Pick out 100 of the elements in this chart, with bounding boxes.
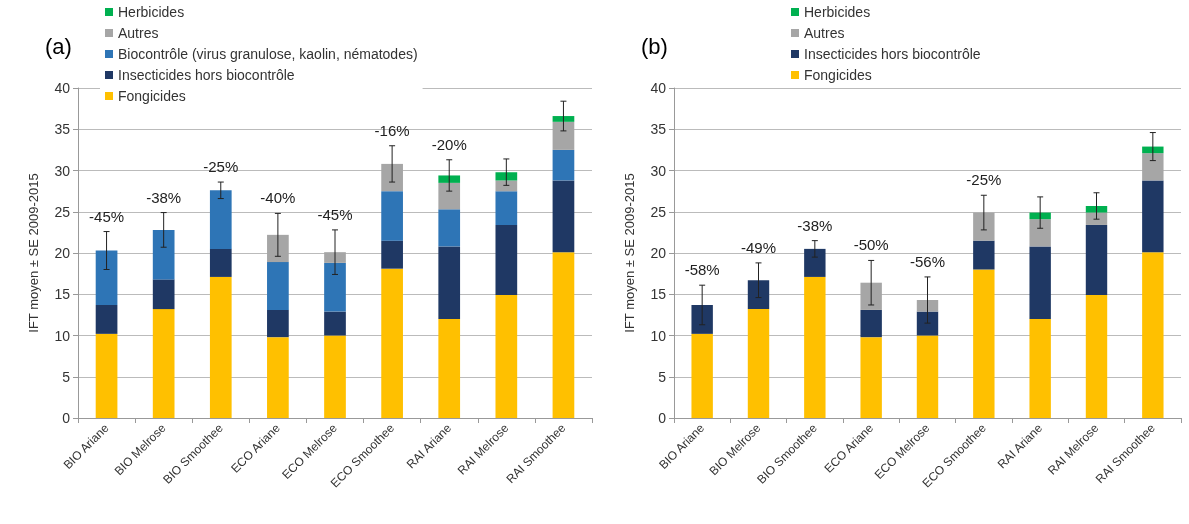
- y-tick-label: 10: [650, 327, 667, 344]
- y-tick-label: 0: [658, 410, 667, 426]
- bar: [691, 333, 713, 418]
- annotation: -45%: [89, 207, 125, 225]
- bar: [1029, 319, 1051, 418]
- chart-title: (a): [45, 33, 72, 59]
- chart-title: (b): [641, 33, 668, 59]
- y-tick-label: 20: [650, 245, 667, 261]
- bar: [381, 268, 403, 418]
- bar: [381, 163, 403, 192]
- annotation: -49%: [740, 238, 777, 256]
- y-tick-label: 25: [650, 203, 667, 220]
- bar: [691, 304, 713, 334]
- bar: [209, 190, 232, 249]
- bar: [916, 335, 939, 418]
- bar: [267, 234, 289, 263]
- bar: [438, 209, 461, 247]
- bar: [552, 180, 575, 253]
- legend-label: Fongicides: [804, 67, 872, 83]
- y-tick-label: 10: [54, 327, 71, 344]
- bar: [1085, 295, 1108, 418]
- y-tick-label: 5: [658, 368, 667, 385]
- legend-label: Autres: [804, 25, 845, 41]
- bar: [209, 248, 232, 277]
- bar: [438, 175, 461, 183]
- bar: [95, 304, 118, 334]
- legend-label: Herbicides: [804, 4, 871, 20]
- y-tick-label: 15: [54, 286, 71, 303]
- bar: [495, 224, 518, 296]
- bar: [1029, 246, 1051, 319]
- y-tick-label: 30: [54, 162, 71, 179]
- legend-label: Biocontrôle (virus granulose, kaolin, nématodes): [118, 46, 418, 62]
- legend-label: Insecticides hors biocontrôle: [804, 46, 981, 62]
- annotation: -38%: [797, 216, 833, 234]
- bar: [1029, 219, 1051, 247]
- y-axis-title: IFT moyen ± SE 2009-2015: [622, 173, 637, 333]
- bar: [1142, 153, 1164, 181]
- bar: [1085, 224, 1108, 296]
- bar: [95, 333, 118, 418]
- bar: [916, 311, 939, 336]
- legend-label: Fongicides: [118, 88, 186, 104]
- bar: [973, 212, 995, 241]
- bar: [495, 191, 518, 225]
- legend-label: Autres: [118, 25, 159, 41]
- bar: [495, 180, 518, 192]
- bar: [804, 276, 826, 418]
- annotation: -38%: [146, 188, 182, 206]
- y-tick-label: 40: [650, 80, 667, 96]
- y-tick-label: 5: [62, 368, 71, 385]
- annotation: -56%: [909, 252, 946, 270]
- y-tick-label: 30: [650, 162, 667, 179]
- bar: [152, 309, 175, 418]
- bar: [324, 311, 346, 336]
- bar: [267, 337, 289, 418]
- bar: [860, 282, 882, 310]
- y-tick-label: 0: [62, 410, 71, 426]
- bar: [973, 269, 995, 418]
- bar: [1085, 212, 1108, 225]
- bar: [747, 309, 770, 418]
- legend-label: Herbicides: [118, 4, 185, 20]
- bar: [804, 248, 826, 277]
- y-tick-label: 15: [650, 286, 667, 303]
- bar: [916, 300, 939, 312]
- y-tick-label: 25: [54, 203, 71, 220]
- bar: [438, 182, 461, 210]
- bar: [860, 337, 882, 418]
- y-tick-label: 20: [54, 245, 71, 261]
- annotation: -58%: [684, 261, 720, 279]
- bar: [324, 252, 346, 263]
- y-axis-title: IFT moyen ± SE 2009-2015: [26, 173, 41, 333]
- annotation: -16%: [374, 121, 410, 139]
- annotation: -20%: [431, 135, 467, 153]
- bar: [973, 240, 995, 270]
- bar: [381, 240, 403, 269]
- bar: [324, 335, 346, 418]
- bar: [381, 191, 403, 241]
- bar: [152, 229, 175, 280]
- bar: [747, 280, 770, 310]
- bar: [1142, 252, 1164, 418]
- bar: [267, 262, 289, 310]
- bar: [209, 276, 232, 418]
- y-tick-label: 35: [650, 121, 667, 138]
- bar: [552, 149, 575, 181]
- annotation: -25%: [966, 171, 1002, 189]
- bar: [267, 309, 289, 338]
- bar: [95, 250, 118, 305]
- annotation: -45%: [317, 205, 353, 223]
- bar: [438, 319, 461, 418]
- bar: [1085, 205, 1108, 213]
- annotation: -40%: [260, 189, 296, 207]
- bar: [552, 121, 575, 150]
- bar: [552, 116, 575, 122]
- annotation: -50%: [853, 236, 889, 254]
- bar: [152, 279, 175, 310]
- bar: [1142, 180, 1164, 253]
- bar: [495, 295, 518, 418]
- annotation: -25%: [203, 158, 239, 176]
- bar: [324, 262, 346, 312]
- y-tick-label: 40: [54, 80, 71, 96]
- bar: [495, 172, 518, 181]
